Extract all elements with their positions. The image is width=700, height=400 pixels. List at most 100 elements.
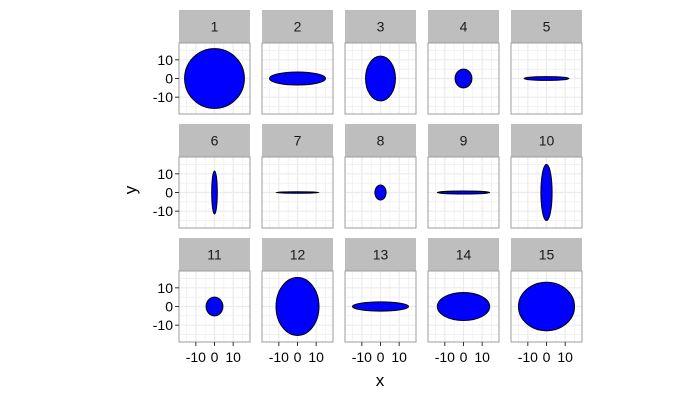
- ellipse-mark-15: [517, 281, 576, 332]
- panel-border: [344, 42, 417, 115]
- ellipse-mark-1: [184, 48, 245, 109]
- x-axis-title: x: [376, 371, 385, 390]
- facet-strip: [428, 238, 499, 271]
- panel-grid: [179, 271, 250, 342]
- facet-strip-label: 3: [377, 19, 385, 35]
- y-tick-label: -10: [153, 317, 173, 333]
- facet-strip-label: 12: [290, 247, 306, 263]
- facet-10: 10: [510, 124, 583, 229]
- facet-strip: [262, 10, 333, 43]
- y-tick-label: 10: [157, 280, 173, 296]
- x-tick-label: 10: [308, 349, 324, 365]
- x-tick-label: 10: [391, 349, 407, 365]
- ellipse-mark-8: [374, 184, 387, 201]
- ellipse-mark-3: [365, 55, 396, 102]
- y-tick-label: -10: [153, 203, 173, 219]
- facet-strip: [511, 124, 582, 157]
- facet-strip-label: 5: [543, 19, 551, 35]
- facet-strip-label: 9: [460, 133, 468, 149]
- facet-strip: [262, 124, 333, 157]
- x-tick-label: 0: [294, 349, 302, 365]
- x-tick-label: -10: [269, 349, 289, 365]
- ellipse-mark-10: [540, 163, 553, 222]
- ellipse-mark-12: [275, 277, 320, 336]
- facet-strip-label: 4: [460, 19, 468, 35]
- facet-strip-label: 6: [211, 133, 219, 149]
- facet-15: 15: [510, 238, 583, 343]
- y-axis-title: y: [121, 185, 140, 194]
- ellipse-mark-11: [205, 296, 224, 317]
- x-tick-label: 0: [543, 349, 551, 365]
- facet-6: 6: [178, 124, 251, 229]
- x-tick-label: 10: [225, 349, 241, 365]
- facet-strip: [511, 238, 582, 271]
- facet-strip-label: 10: [539, 133, 555, 149]
- facet-9: 9: [427, 124, 500, 229]
- facet-4: 4: [427, 10, 500, 115]
- ellipse-mark-7: [275, 191, 320, 194]
- y-tick-label: 10: [157, 52, 173, 68]
- facet-2: 2: [261, 10, 334, 115]
- facet-strip: [428, 124, 499, 157]
- facet-strip: [345, 10, 416, 43]
- ellipse-mark-9: [436, 190, 491, 195]
- panel-border: [427, 42, 500, 115]
- x-tick-label: -10: [352, 349, 372, 365]
- y-tick-label: 10: [157, 166, 173, 182]
- facet-1: 1: [178, 10, 251, 115]
- panel-grid: [345, 157, 416, 228]
- x-tick-label: -10: [435, 349, 455, 365]
- panel-border: [427, 156, 500, 229]
- facet-strip-label: 15: [539, 247, 555, 263]
- y-tick-label: 0: [165, 299, 173, 315]
- x-tick-label: 0: [211, 349, 219, 365]
- panel-grid: [428, 157, 499, 228]
- y-tick-label: -10: [153, 89, 173, 105]
- axes-layer: -10 0 10 -10 0 10 -10 0 10 -10 0 10 -10 0 10 -10 0 10 -10 0…: [153, 52, 573, 365]
- facet-strip-label: 8: [377, 133, 385, 149]
- facet-strip-label: 7: [294, 133, 302, 149]
- panel-border: [510, 156, 583, 229]
- y-tick-label: 0: [165, 71, 173, 87]
- ellipse-mark-4: [454, 68, 473, 89]
- x-tick-label: 10: [557, 349, 573, 365]
- facet-strip-label: 2: [294, 19, 302, 35]
- facet-strip: [511, 10, 582, 43]
- facet-strip: [179, 124, 250, 157]
- x-tick-label: -10: [518, 349, 538, 365]
- x-tick-label: 0: [460, 349, 468, 365]
- facet-14: 14: [427, 238, 500, 343]
- panel-border: [510, 42, 583, 115]
- ellipse-mark-6: [211, 170, 218, 215]
- ellipse-mark-13: [351, 301, 410, 312]
- panel-border: [261, 42, 334, 115]
- ellipse-mark-14: [436, 291, 491, 322]
- panel-border: [344, 156, 417, 229]
- x-tick-label: 10: [474, 349, 490, 365]
- facet-strip: [179, 238, 250, 271]
- panel-border: [261, 156, 334, 229]
- facet-strip: [428, 10, 499, 43]
- facet-strip: [345, 238, 416, 271]
- facet-strip-label: 14: [456, 247, 472, 263]
- facet-strip: [262, 238, 333, 271]
- panel-grid: [179, 157, 250, 228]
- facet-3: 3: [344, 10, 417, 115]
- facet-11: 11: [178, 238, 251, 343]
- facet-8: 8: [344, 124, 417, 229]
- y-tick-label: 0: [165, 185, 173, 201]
- ellipse-mark-2: [268, 71, 327, 86]
- facet-strip-label: 1: [211, 19, 219, 35]
- ellipse-mark-5: [523, 76, 570, 81]
- facet-5: 5: [510, 10, 583, 115]
- facet-strip-label: 11: [207, 247, 222, 263]
- facet-strip: [179, 10, 250, 43]
- facet-strip: [345, 124, 416, 157]
- facet-13: 13: [344, 238, 417, 343]
- x-tick-label: 0: [377, 349, 385, 365]
- x-tick-label: -10: [186, 349, 206, 365]
- facet-12: 12: [261, 238, 334, 343]
- facet-7: 7: [261, 124, 334, 229]
